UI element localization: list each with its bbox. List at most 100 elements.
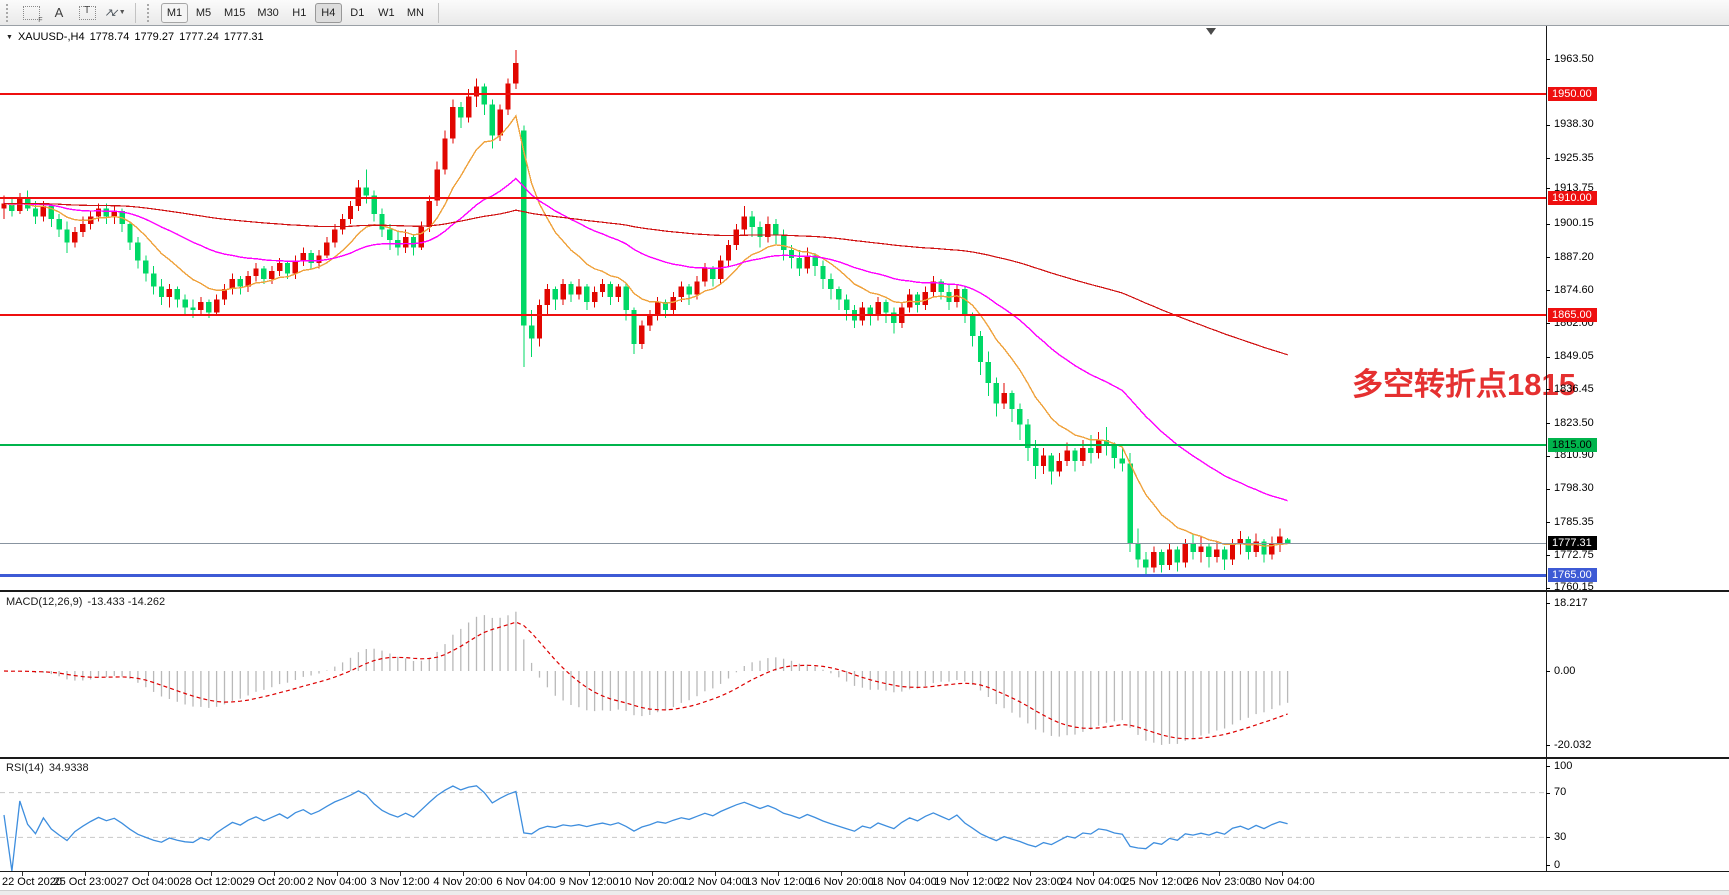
dropdown-caret-icon[interactable]: ▼ xyxy=(118,9,126,16)
time-axis-label: 6 Nov 04:00 xyxy=(496,876,556,888)
price-tick-label: 1938.30 xyxy=(1554,118,1594,130)
axis-tick-mark xyxy=(1546,837,1550,838)
axis-tick-mark xyxy=(1546,257,1550,258)
axis-tick-mark xyxy=(1546,389,1550,390)
axis-tick-mark xyxy=(1546,865,1550,866)
high-value: 1779.27 xyxy=(134,31,175,43)
time-axis-label: 2 Nov 04:00 xyxy=(307,876,367,888)
pane-separator xyxy=(0,871,1729,872)
price-tick-label: 1836.45 xyxy=(1554,383,1594,395)
main-chart-pane[interactable] xyxy=(0,26,1546,595)
timeframe-button-d1[interactable]: D1 xyxy=(344,3,371,23)
time-axis-tick xyxy=(1156,872,1157,876)
timeframe-button-h4[interactable]: H4 xyxy=(314,2,342,23)
time-axis-tick xyxy=(778,872,779,876)
time-axis-tick xyxy=(274,872,275,876)
time-axis-label: 18 Nov 04:00 xyxy=(871,876,937,888)
time-axis-tick xyxy=(715,872,716,876)
time-axis-label: 22 Oct 2020 xyxy=(2,876,62,888)
price-tick-label: 1849.05 xyxy=(1554,350,1594,362)
timeframe-button-h1[interactable]: H1 xyxy=(286,3,313,23)
price-tick-label: 1823.50 xyxy=(1554,417,1594,429)
level-price-badge: 1815.00 xyxy=(1548,438,1597,452)
price-tick-label: 1963.50 xyxy=(1554,53,1594,65)
time-axis-label: 9 Nov 12:00 xyxy=(559,876,619,888)
time-axis-label: 4 Nov 20:00 xyxy=(433,876,493,888)
price-tick-label: 1785.35 xyxy=(1554,516,1594,528)
pane-separator[interactable] xyxy=(0,757,1729,759)
time-axis-label: 25 Nov 12:00 xyxy=(1123,876,1189,888)
axis-tick-mark xyxy=(1546,671,1550,672)
rsi-tick-label: 30 xyxy=(1554,831,1567,843)
axis-tick-mark xyxy=(1546,224,1550,225)
axis-tick-mark xyxy=(1546,522,1550,523)
level-price-badge: 1765.00 xyxy=(1548,568,1597,582)
window-bottom-edge xyxy=(0,890,1729,895)
rsi-tick-label: 70 xyxy=(1554,786,1567,798)
timeframe-button-m30[interactable]: M30 xyxy=(252,3,283,23)
axis-tick-mark xyxy=(1546,158,1550,159)
time-axis-label: 24 Nov 04:00 xyxy=(1060,876,1126,888)
pane-separator[interactable] xyxy=(0,590,1729,592)
time-axis-tick xyxy=(85,872,86,876)
macd-pane[interactable] xyxy=(0,592,1546,762)
time-axis-label: 25 Oct 23:00 xyxy=(53,876,117,888)
time-axis-tick xyxy=(337,872,338,876)
toolbar-separator xyxy=(135,2,136,23)
time-axis-tick xyxy=(652,872,653,876)
chevron-down-icon[interactable]: ▼ xyxy=(6,33,13,41)
time-axis-tick xyxy=(841,872,842,876)
time-axis-tick xyxy=(1093,872,1094,876)
chart-annotation-text[interactable]: 多空转折点1815 xyxy=(1352,367,1576,402)
axis-tick-mark xyxy=(1546,603,1550,604)
time-axis-tick xyxy=(1282,872,1283,876)
price-tick-label: 1810.90 xyxy=(1554,449,1594,461)
axis-tick-mark xyxy=(1546,456,1550,457)
axis-tick-mark xyxy=(1546,745,1550,746)
level-price-badge: 1910.00 xyxy=(1548,191,1597,205)
current-price-badge: 1777.31 xyxy=(1548,536,1597,550)
timeframe-button-m1[interactable]: M1 xyxy=(161,2,188,23)
arrows-icon[interactable]: ↗↙ ▼ xyxy=(104,7,126,19)
level-price-badge: 1950.00 xyxy=(1548,87,1597,101)
time-axis-label: 19 Nov 12:00 xyxy=(934,876,1000,888)
chart-shift-marker[interactable] xyxy=(1206,28,1216,35)
price-tick-label: 1798.30 xyxy=(1554,482,1594,494)
axis-tick-mark xyxy=(1546,793,1550,794)
axis-tick-mark xyxy=(1546,489,1550,490)
time-axis-tick xyxy=(526,872,527,876)
price-tick-label: 1772.75 xyxy=(1554,549,1594,561)
time-axis-label: 16 Nov 20:00 xyxy=(808,876,874,888)
close-value: 1777.31 xyxy=(223,31,264,43)
macd-tick-label: 0.00 xyxy=(1554,665,1576,677)
level-price-badge: 1865.00 xyxy=(1548,308,1597,322)
timeframe-button-m5[interactable]: M5 xyxy=(190,3,217,23)
axis-tick-mark xyxy=(1546,290,1550,291)
toolbar-grip[interactable] xyxy=(6,3,12,22)
rsi-pane[interactable] xyxy=(0,759,1546,876)
price-tick-label: 1760.15 xyxy=(1554,581,1594,593)
toolbar-grip[interactable] xyxy=(147,3,153,22)
grid-f-icon[interactable]: F xyxy=(20,3,43,24)
open-value: 1778.74 xyxy=(89,31,130,43)
rsi-label: RSI(14) 34.9338 xyxy=(6,762,89,774)
toolbar-separator xyxy=(437,2,439,23)
time-axis-tick xyxy=(148,872,149,876)
time-axis-tick xyxy=(904,872,905,876)
time-axis-tick xyxy=(463,872,464,876)
macd-tick-label: -20.032 xyxy=(1554,739,1592,751)
price-axis-border xyxy=(1546,26,1547,872)
time-axis-label: 10 Nov 20:00 xyxy=(619,876,685,888)
axis-tick-mark xyxy=(1546,323,1550,324)
low-value: 1777.24 xyxy=(179,31,219,43)
axis-tick-mark xyxy=(1546,555,1550,556)
timeframe-button-w1[interactable]: W1 xyxy=(373,3,400,23)
time-axis-label: 28 Oct 12:00 xyxy=(179,876,243,888)
timeframe-button-m15[interactable]: M15 xyxy=(219,3,250,23)
timeframe-button-mn[interactable]: MN xyxy=(402,3,429,23)
font-a-icon[interactable]: A xyxy=(54,5,64,20)
toolbar: F A T ↗↙ ▼ M1 M5 M15 M30 H1 H4 D1 W1 MN xyxy=(0,0,1729,26)
text-box-icon[interactable]: T xyxy=(76,3,98,23)
time-axis-tick xyxy=(211,872,212,876)
time-axis-tick xyxy=(589,872,590,876)
